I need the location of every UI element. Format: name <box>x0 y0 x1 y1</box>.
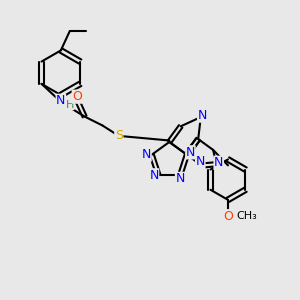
Text: N: N <box>142 148 151 161</box>
Text: N: N <box>214 156 224 169</box>
Text: N: N <box>149 169 159 182</box>
Text: N: N <box>198 109 207 122</box>
Text: N: N <box>56 94 65 107</box>
Text: O: O <box>223 210 233 223</box>
Text: N: N <box>176 172 185 185</box>
Text: N: N <box>196 155 205 169</box>
Text: H: H <box>66 100 74 110</box>
Text: O: O <box>72 90 82 103</box>
Text: S: S <box>115 129 123 142</box>
Text: CH₃: CH₃ <box>236 211 257 221</box>
Text: N: N <box>186 146 195 159</box>
